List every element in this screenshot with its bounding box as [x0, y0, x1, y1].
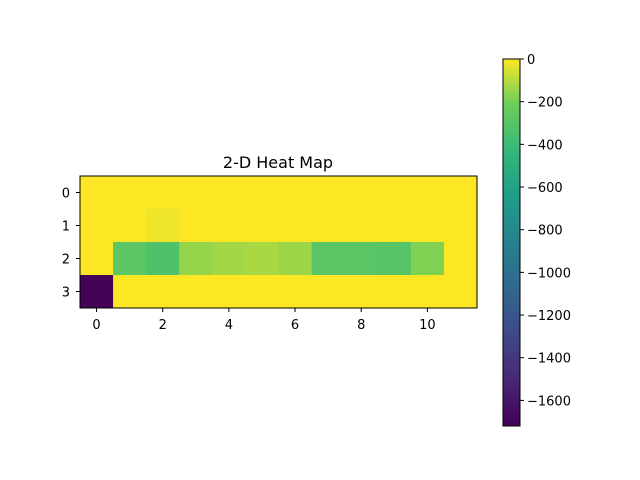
colorbar-tick-label: −600	[527, 181, 563, 196]
heatmap-cell-r2-c10	[410, 242, 445, 276]
heatmap-cell-r2-c4	[212, 242, 246, 276]
heatmap-cell-r1-c1	[113, 209, 147, 243]
heatmap-cell-r1-c4	[212, 209, 246, 243]
heatmap-cell-r3-c11	[443, 275, 478, 309]
heatmap-cell-r2-c11	[443, 242, 478, 276]
heatmap-cell-r3-c6	[278, 275, 312, 309]
heatmap-cell-r0-c9	[377, 176, 412, 210]
y-tick-label: 3	[62, 286, 70, 301]
colorbar-tick-label: −1200	[527, 309, 571, 324]
y-tick-label: 2	[62, 253, 70, 268]
heatmap-cell-r2-c1	[113, 242, 147, 276]
heatmap-cell-r0-c3	[179, 176, 213, 210]
colorbar-tick-label: −400	[527, 138, 563, 153]
y-tick-label: 0	[62, 187, 70, 202]
heatmap-cell-r0-c2	[146, 176, 180, 210]
x-axis: 0 2 4 6 8 10	[92, 308, 436, 333]
heatmap-cell-r1-c8	[344, 209, 379, 243]
colorbar-tick-label: −200	[527, 96, 563, 111]
colorbar-tick-label: −1000	[527, 266, 571, 281]
heatmap-cell-r3-c8	[344, 275, 379, 309]
heatmap-cell-r0-c10	[410, 176, 445, 210]
plot-frame	[79, 175, 478, 309]
heatmap-cell-r3-c4	[212, 275, 246, 309]
x-tick-label: 4	[225, 318, 233, 333]
heatmap-cell-r1-c6	[278, 209, 312, 243]
colorbar-gradient	[503, 59, 520, 426]
x-tick-label: 0	[92, 318, 100, 333]
heatmap-cell-r0-c1	[113, 176, 147, 210]
heatmap-cell-r1-c11	[443, 209, 478, 243]
heatmap-cell-r0-c0	[80, 176, 114, 210]
colorbar-tick-label: 0	[527, 53, 535, 68]
heatmap-cell-r2-c3	[179, 242, 213, 276]
heatmap-cell-r3-c0	[80, 275, 114, 309]
heatmap-cell-r2-c2	[146, 242, 180, 276]
heatmap-cell-r3-c3	[179, 275, 213, 309]
y-axis: 0 1 2 3	[62, 187, 80, 301]
colorbar-axis: 0 −200 −400 −600 −800 −1000 −1200 −1400 −1600	[520, 53, 571, 409]
heatmap-cells	[80, 176, 478, 309]
heatmap-cell-r0-c11	[443, 176, 478, 210]
heatmap-cell-r1-c2	[146, 209, 180, 243]
heatmap-cell-r2-c9	[377, 242, 412, 276]
x-tick-label: 8	[357, 318, 365, 333]
heatmap-cell-r1-c3	[179, 209, 213, 243]
heatmap-cell-r3-c9	[377, 275, 412, 309]
heatmap-cell-r0-c6	[278, 176, 312, 210]
heatmap-cell-r2-c7	[311, 242, 346, 276]
heatmap-cell-r3-c10	[410, 275, 445, 309]
colorbar-tick-label: −1400	[527, 352, 571, 367]
heatmap-cell-r0-c7	[311, 176, 346, 210]
heatmap-cell-r1-c5	[245, 209, 279, 243]
heatmap-cell-r2-c0	[80, 242, 114, 276]
heatmap-cell-r3-c1	[113, 275, 147, 309]
heatmap-cell-r1-c10	[410, 209, 445, 243]
heatmap-cell-r3-c5	[245, 275, 279, 309]
heatmap-cell-r1-c7	[311, 209, 346, 243]
heatmap-cell-r3-c2	[146, 275, 180, 309]
colorbar-frame	[502, 58, 521, 427]
heatmap-cell-r3-c7	[311, 275, 346, 309]
heatmap-cell-r0-c8	[344, 176, 379, 210]
heatmap-cell-r2-c8	[344, 242, 379, 276]
y-tick-label: 1	[62, 220, 70, 235]
heatmap-cell-r1-c9	[377, 209, 412, 243]
heatmap-cell-r0-c4	[212, 176, 246, 210]
heatmap-cell-r0-c5	[245, 176, 279, 210]
colorbar-tick-label: −800	[527, 224, 563, 239]
heatmap-cell-r1-c0	[80, 209, 114, 243]
x-tick-label: 2	[159, 318, 167, 333]
x-tick-label: 10	[419, 318, 436, 333]
heatmap-cell-r2-c6	[278, 242, 312, 276]
x-tick-label: 6	[291, 318, 299, 333]
chart-title: 2-D Heat Map	[223, 153, 333, 172]
heatmap-cell-r2-c5	[245, 242, 279, 276]
colorbar-tick-label: −1600	[527, 394, 571, 409]
